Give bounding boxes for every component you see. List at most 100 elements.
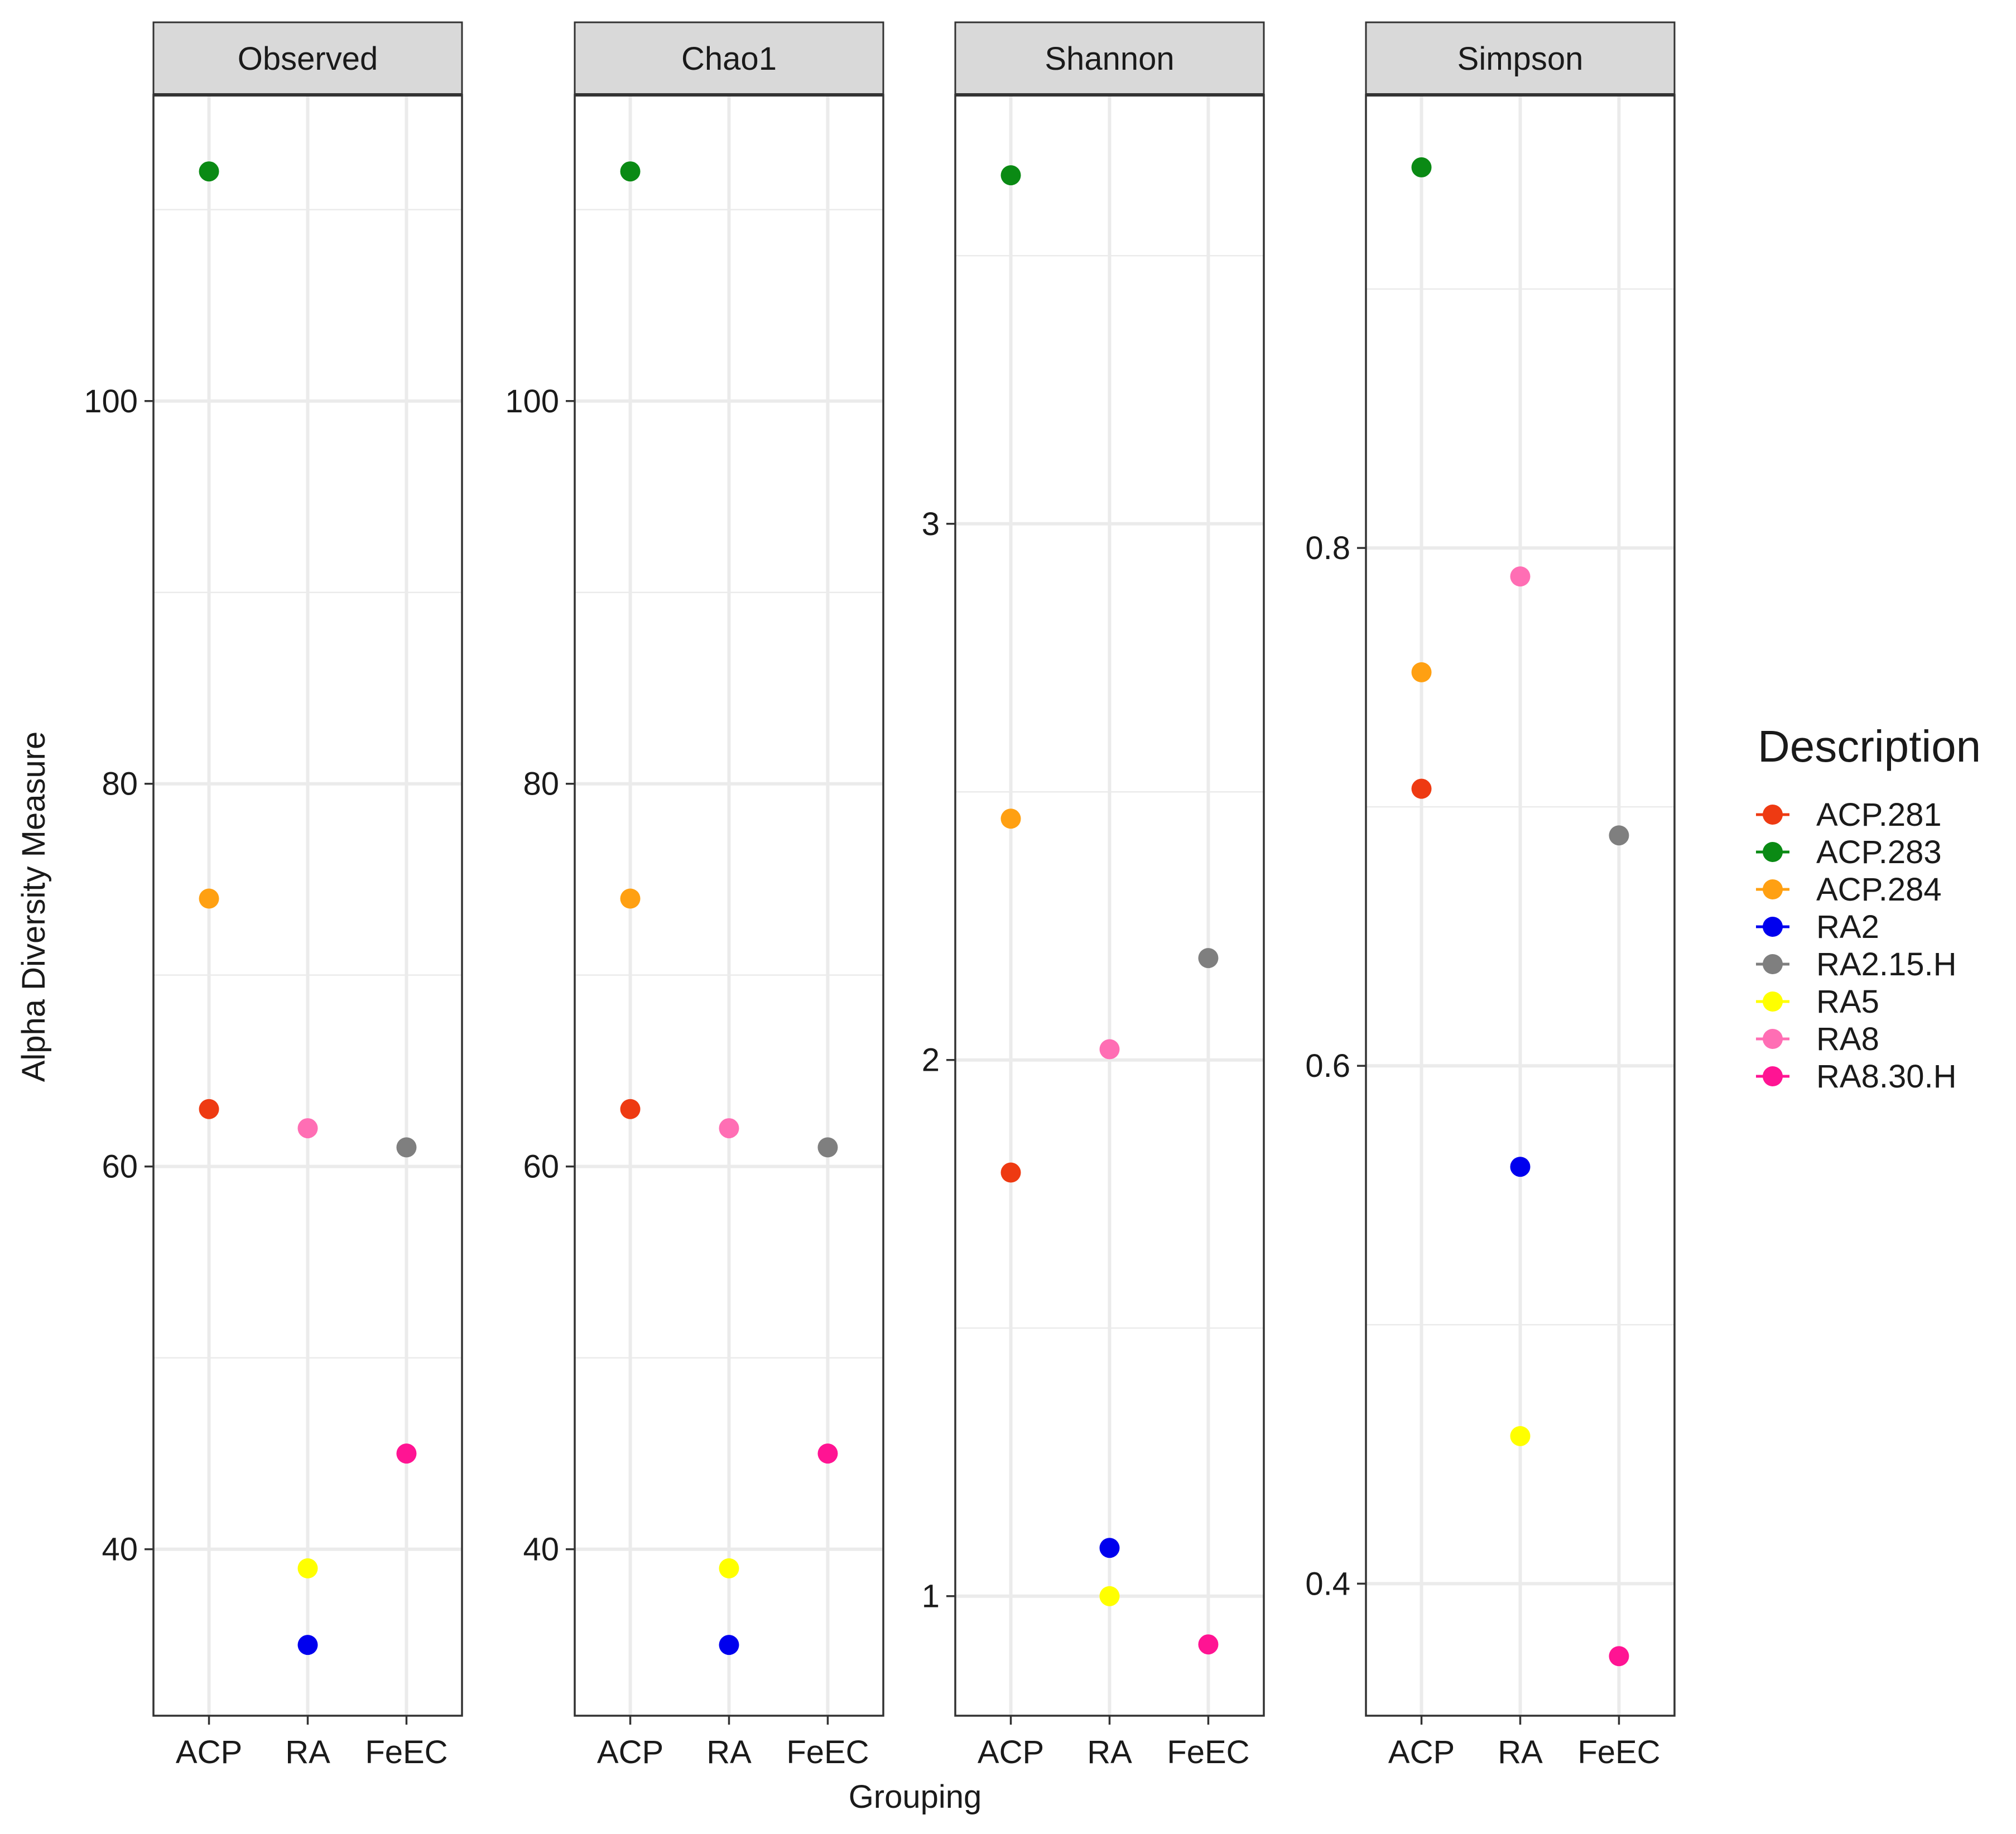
legend-key-point	[1763, 805, 1783, 825]
x-axis-title: Grouping	[849, 1779, 982, 1815]
y-tick-label: 40	[523, 1532, 559, 1568]
legend-key-point	[1763, 1029, 1783, 1049]
facet-strip-label: Observed	[238, 41, 378, 77]
point-ra8-30-h	[1609, 1646, 1629, 1667]
legend-label: RA2.15.H	[1816, 946, 1956, 983]
facet-strip-label: Chao1	[681, 41, 777, 77]
legend-label: RA8	[1816, 1021, 1879, 1057]
panel-shannon: Shannon 1 2 3 ACP RA FeEC	[922, 21, 1265, 1770]
facet-strip	[1365, 21, 1676, 96]
point-acp-284	[199, 888, 219, 909]
legend-label: RA8.30.H	[1816, 1058, 1956, 1095]
y-tick-label: 0.4	[1305, 1566, 1350, 1602]
point-ra2-15-h	[817, 1137, 838, 1158]
point-ra8	[1510, 566, 1531, 587]
y-tick-label: 2	[922, 1042, 940, 1079]
panel-observed: Observed 40 60 80 100 ACP RA FeEC	[84, 21, 463, 1770]
point-ra5	[719, 1558, 739, 1578]
x-tick-label-acp: ACP	[978, 1734, 1044, 1770]
point-acp-283	[199, 161, 219, 182]
point-acp-284	[620, 888, 641, 909]
point-ra5	[1099, 1586, 1120, 1606]
point-acp-283	[620, 161, 641, 182]
legend-key-point	[1763, 879, 1783, 899]
legend-item-acp-281: ACP.281	[1756, 797, 1942, 833]
legend-key-point	[1763, 1066, 1783, 1086]
point-ra2-15-h	[1198, 948, 1219, 969]
point-acp-283	[1000, 165, 1021, 186]
legend-item-acp-283: ACP.283	[1756, 834, 1942, 870]
legend-item-ra8-30-h: RA8.30.H	[1756, 1058, 1956, 1095]
y-tick-label: 100	[505, 383, 559, 420]
point-ra5	[297, 1558, 318, 1578]
facet-panels: Observed 40 60 80 100 ACP RA FeEC Chao1 40 60 80 100…	[84, 21, 1676, 1770]
facet-strip	[954, 21, 1265, 96]
x-tick-label-acp: ACP	[1388, 1734, 1455, 1770]
x-tick-label-feec: FeEC	[1577, 1734, 1660, 1770]
point-acp-284	[1411, 662, 1432, 682]
point-ra2-15-h	[396, 1137, 417, 1158]
point-ra2-15-h	[1609, 825, 1629, 846]
legend-item-ra5: RA5	[1756, 984, 1879, 1020]
legend-label: ACP.284	[1816, 872, 1942, 908]
x-tick-label-ra: RA	[1498, 1734, 1543, 1770]
y-tick-label: 60	[523, 1149, 559, 1185]
facet-strip-label: Shannon	[1045, 41, 1174, 77]
legend-label: RA5	[1816, 984, 1879, 1020]
point-acp-281	[1000, 1162, 1021, 1183]
y-tick-label: 80	[523, 766, 559, 802]
y-tick-label: 0.8	[1305, 530, 1350, 566]
legend: Description ACP.281ACP.283ACP.284RA2RA2.1…	[1756, 721, 1981, 1095]
x-tick-label-ra: RA	[1087, 1734, 1132, 1770]
legend-label: ACP.283	[1816, 834, 1942, 870]
legend-item-ra2-15-h: RA2.15.H	[1756, 946, 1956, 983]
legend-item-acp-284: ACP.284	[1756, 872, 1942, 908]
legend-key-point	[1763, 954, 1783, 974]
point-acp-283	[1411, 157, 1432, 177]
x-tick-label-acp: ACP	[176, 1734, 242, 1770]
point-ra2	[1510, 1157, 1531, 1177]
point-ra8-30-h	[817, 1443, 838, 1464]
point-ra8	[297, 1118, 318, 1139]
legend-title: Description	[1758, 721, 1981, 771]
point-ra8	[1099, 1039, 1120, 1060]
facet-strip	[152, 21, 463, 96]
point-acp-281	[199, 1099, 219, 1119]
legend-key-point	[1763, 842, 1783, 862]
y-tick-label: 1	[922, 1578, 940, 1615]
point-acp-281	[1411, 778, 1432, 799]
y-axis-title: Alpha Diversity Measure	[16, 731, 52, 1082]
legend-key-point	[1763, 991, 1783, 1012]
legend-item-ra2: RA2	[1756, 909, 1879, 945]
x-tick-label-feec: FeEC	[1167, 1734, 1249, 1770]
legend-key-point	[1763, 917, 1783, 937]
panel-chao1: Chao1 40 60 80 100 ACP RA FeEC	[505, 21, 884, 1770]
x-tick-label-acp: ACP	[597, 1734, 663, 1770]
legend-label: RA2	[1816, 909, 1879, 945]
panel-simpson: Simpson 0.4 0.6 0.8 ACP RA FeEC	[1305, 21, 1676, 1770]
y-tick-label: 3	[922, 506, 940, 542]
x-tick-label-feec: FeEC	[786, 1734, 869, 1770]
point-ra2	[719, 1635, 739, 1655]
point-ra2	[1099, 1538, 1120, 1558]
point-ra8	[719, 1118, 739, 1139]
y-tick-label: 0.6	[1305, 1048, 1350, 1084]
y-tick-label: 80	[102, 766, 138, 802]
y-tick-label: 60	[102, 1149, 138, 1185]
legend-label: ACP.281	[1816, 797, 1942, 833]
x-tick-label-ra: RA	[285, 1734, 330, 1770]
facet-strip-label: Simpson	[1457, 41, 1584, 77]
y-tick-label: 100	[84, 383, 138, 420]
facet-strip	[574, 21, 884, 96]
point-ra5	[1510, 1426, 1531, 1446]
point-acp-284	[1000, 808, 1021, 829]
legend-item-ra8: RA8	[1756, 1021, 1879, 1057]
point-ra8-30-h	[1198, 1634, 1219, 1655]
point-acp-281	[620, 1099, 641, 1119]
x-tick-label-feec: FeEC	[365, 1734, 448, 1770]
x-tick-label-ra: RA	[706, 1734, 752, 1770]
y-tick-label: 40	[102, 1532, 138, 1568]
point-ra8-30-h	[396, 1443, 417, 1464]
point-ra2	[297, 1635, 318, 1655]
